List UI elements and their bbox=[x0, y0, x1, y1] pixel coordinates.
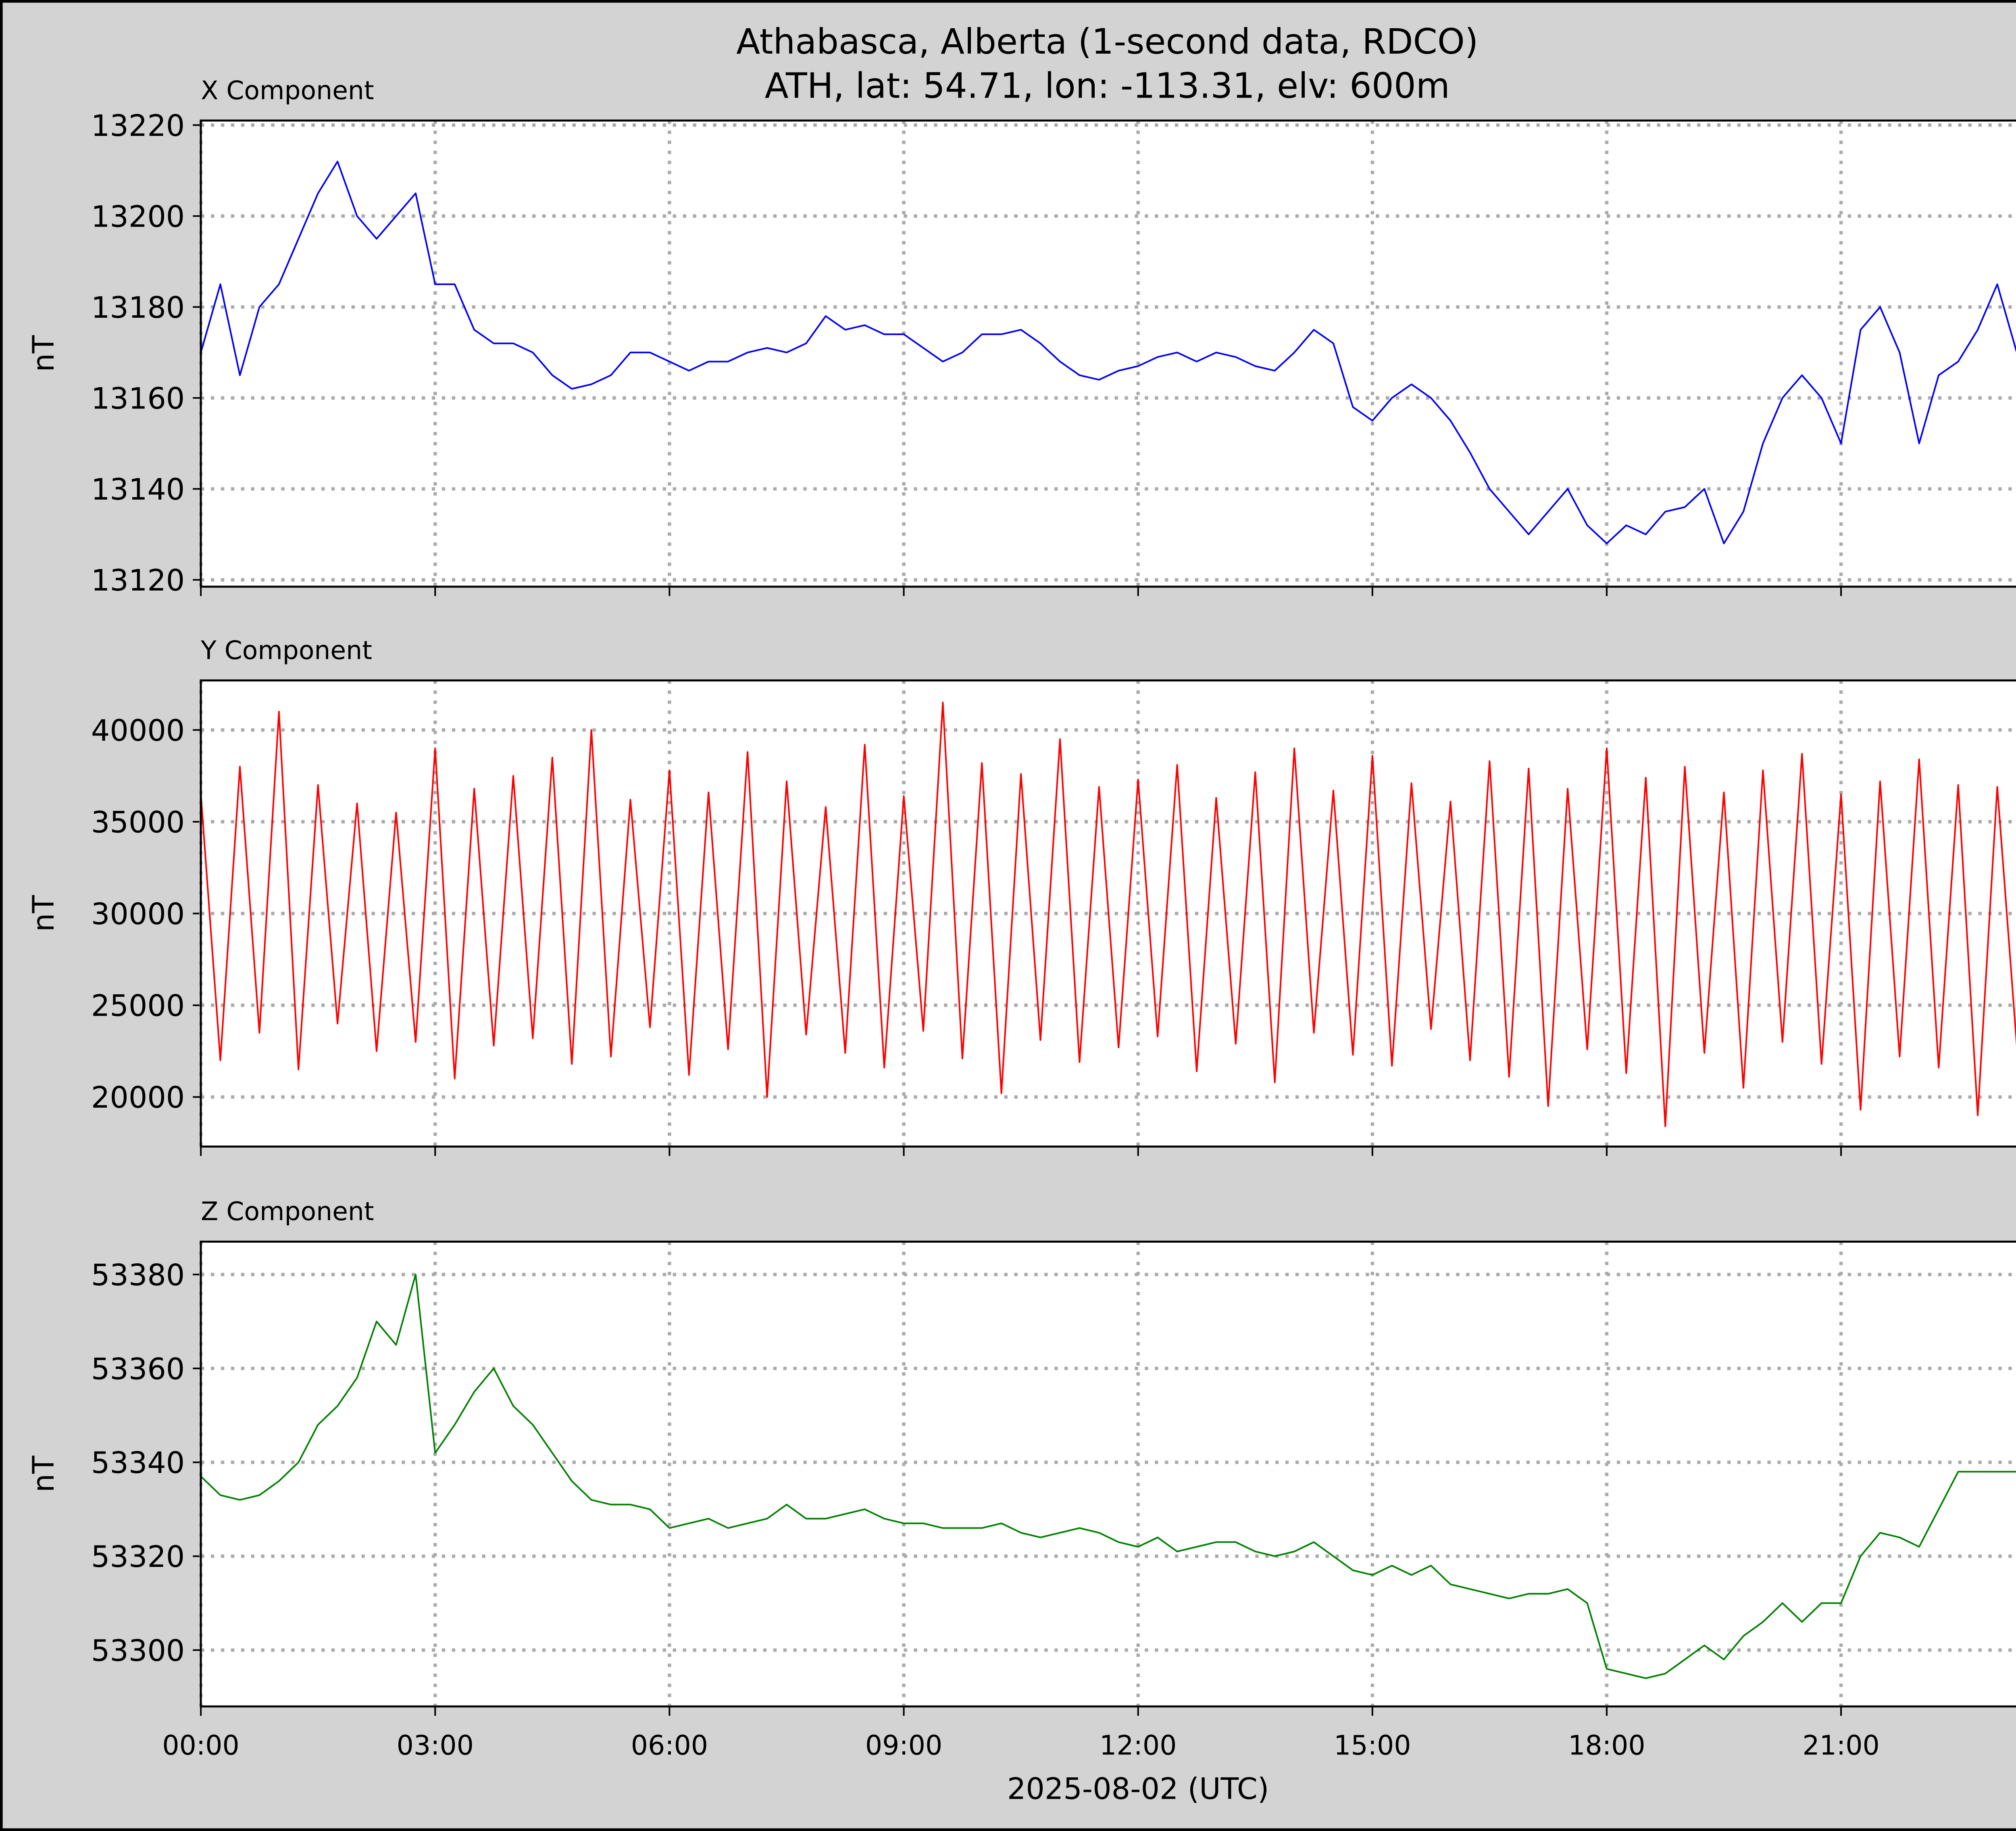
y-tick-label: 13200 bbox=[91, 200, 185, 234]
y-axis-label: nT bbox=[27, 895, 61, 932]
y-tick-label: 35000 bbox=[91, 806, 185, 840]
x-tick-label: 15:00 bbox=[1334, 1730, 1411, 1761]
y-tick-label: 53340 bbox=[91, 1446, 185, 1480]
y-tick-label: 25000 bbox=[91, 989, 185, 1023]
x-tick-label: 00:00 bbox=[162, 1730, 239, 1761]
figure-title: Athabasca, Alberta (1-second data, RDCO) bbox=[736, 22, 1478, 62]
y-tick-label: 53320 bbox=[91, 1540, 185, 1574]
y-tick-label: 13220 bbox=[91, 109, 185, 143]
x-tick-label: 09:00 bbox=[865, 1730, 942, 1761]
y-tick-label: 13160 bbox=[91, 382, 185, 416]
plot-area bbox=[201, 1241, 2016, 1707]
x-tick-label: 03:00 bbox=[397, 1730, 474, 1761]
subplot-title: Z Component bbox=[201, 1196, 374, 1226]
x-tick-label: 12:00 bbox=[1100, 1730, 1177, 1761]
plot-frame bbox=[200, 119, 2016, 588]
data-line bbox=[200, 702, 2016, 1127]
y-tick-label: 53300 bbox=[91, 1634, 185, 1668]
y-tick-label: 40000 bbox=[91, 714, 185, 748]
y-tick-label: 53380 bbox=[91, 1258, 185, 1292]
x-tick-label: 06:00 bbox=[631, 1730, 708, 1761]
y-axis-label: nT bbox=[27, 335, 61, 372]
plot-frame bbox=[200, 1240, 2016, 1708]
subplot-title: Y Component bbox=[200, 635, 372, 665]
figure-subtitle: ATH, lat: 54.71, lon: -113.31, elv: 600m bbox=[765, 66, 1450, 106]
y-tick-label: 13140 bbox=[91, 473, 185, 507]
y-axis-label: nT bbox=[27, 1456, 61, 1492]
x-tick-label: 21:00 bbox=[1802, 1730, 1879, 1761]
x-tick-label: 18:00 bbox=[1568, 1730, 1645, 1761]
y-tick-label: 30000 bbox=[91, 897, 185, 931]
x-axis-label: 2025-08-02 (UTC) bbox=[1007, 1772, 1269, 1806]
plot-area bbox=[201, 120, 2016, 587]
y-tick-label: 53360 bbox=[91, 1352, 185, 1386]
data-line bbox=[200, 1273, 2016, 1679]
y-tick-label: 13180 bbox=[91, 291, 185, 325]
data-line bbox=[200, 160, 2016, 544]
plot-frame bbox=[200, 679, 2016, 1148]
subplot-title: X Component bbox=[201, 75, 374, 105]
y-tick-label: 13120 bbox=[91, 564, 185, 598]
y-tick-label: 20000 bbox=[91, 1081, 185, 1115]
